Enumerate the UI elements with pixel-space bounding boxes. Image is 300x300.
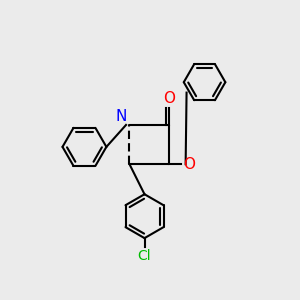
Text: O: O bbox=[183, 157, 195, 172]
Text: O: O bbox=[163, 92, 175, 106]
Text: Cl: Cl bbox=[138, 249, 151, 263]
Text: N: N bbox=[115, 109, 127, 124]
